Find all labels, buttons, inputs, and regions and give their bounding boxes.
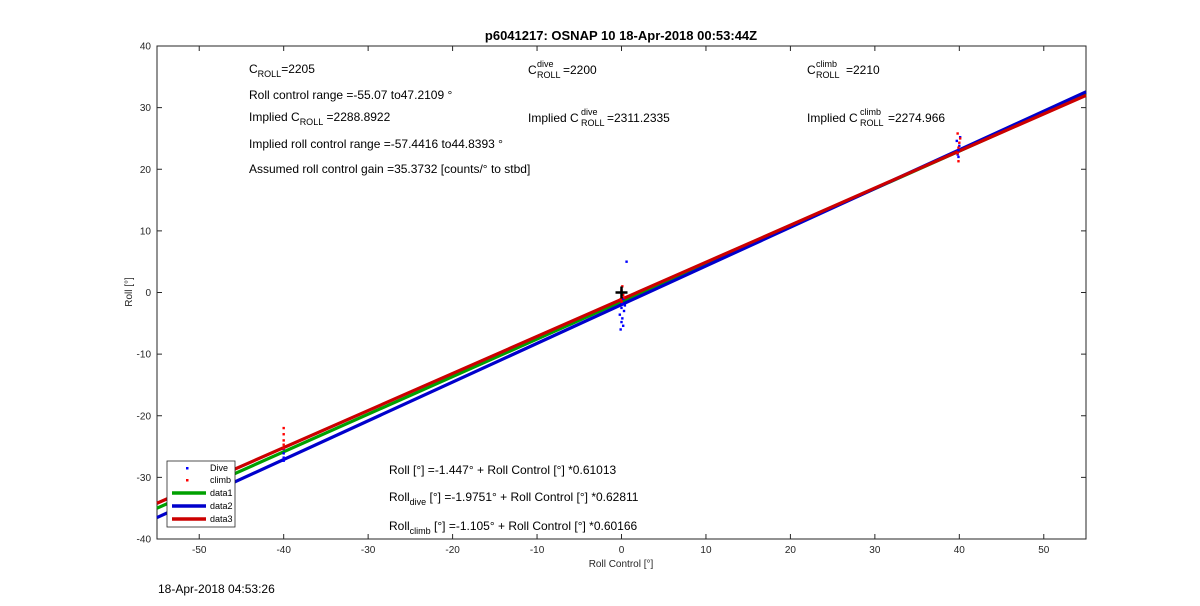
x-tick-label: 20 (785, 545, 797, 556)
y-tick-label: -30 (137, 473, 152, 484)
annotation-implied-c-roll-dive: Implied C dive ROLL =2311.2335 (528, 104, 670, 129)
point-dive (957, 148, 960, 152)
point-dive (958, 144, 961, 148)
point-climb (282, 439, 285, 442)
legend-label-data2: data2 (210, 501, 233, 511)
point-dive (282, 459, 285, 462)
x-axis-ticks: -50 -40 -30 -20 -10 0 10 20 30 40 50 (192, 46, 1050, 556)
point-climb (282, 426, 285, 430)
x-tick-label: -30 (361, 545, 376, 556)
x-tick-label: 30 (869, 545, 881, 556)
point-climb (621, 285, 624, 288)
point-climb (619, 298, 622, 301)
point-climb (957, 146, 960, 149)
y-axis-ticks: -40 -30 -20 -10 0 10 20 30 40 (137, 42, 1086, 546)
point-climb (282, 433, 285, 436)
point-dive (618, 313, 622, 316)
point-climb (282, 447, 285, 450)
point-dive (958, 136, 962, 139)
point-dive (620, 320, 623, 324)
y-tick-label: 30 (140, 103, 152, 114)
x-axis-label: Roll Control [°] (589, 559, 654, 570)
point-climb (621, 293, 625, 297)
annotation-gain: Assumed roll control gain =35.3732 [coun… (249, 162, 530, 176)
annotation-fit-dive: Rolldive [°] =-1.9751° + Roll Control [°… (389, 490, 639, 507)
point-dive (621, 297, 625, 300)
point-climb (620, 300, 623, 303)
x-tick-label: 0 (619, 545, 625, 556)
legend-marker-climb (186, 479, 189, 482)
x-tick-label: -50 (192, 545, 207, 556)
point-dive (282, 456, 285, 459)
annotation-c-roll-climb: C climb ROLL =2210 (807, 56, 880, 81)
footer-timestamp: 18-Apr-2018 04:53:26 (158, 582, 275, 596)
annotation-roll-range: Roll control range =-55.07 to47.2109 ° (249, 88, 452, 102)
center-marker (615, 286, 628, 299)
y-tick-label: 40 (140, 42, 152, 53)
point-dive (282, 452, 285, 455)
point-climb (956, 132, 959, 135)
y-tick-label: -40 (137, 535, 152, 546)
point-dive (955, 139, 958, 143)
legend-label-data1: data1 (210, 488, 233, 498)
annotation-implied-c-roll: Implied CROLL =2288.8922 (249, 110, 391, 127)
point-dive (625, 260, 628, 263)
point-climb (282, 443, 285, 446)
point-dive (620, 306, 623, 310)
legend: Dive climb data1 data2 data3 (166, 460, 236, 528)
point-dive (622, 309, 626, 313)
annotation-implied-range: Implied roll control range =-57.4416 to4… (249, 137, 503, 151)
point-dive (957, 155, 960, 159)
annotation-c-roll: CROLL=2205 (249, 62, 315, 79)
annotation-fit-climb: Rollclimb [°] =-1.105° + Roll Control [°… (389, 519, 638, 536)
point-climb (956, 152, 959, 155)
y-tick-label: -10 (137, 350, 152, 361)
y-tick-label: -20 (137, 411, 152, 422)
x-tick-label: 10 (700, 545, 712, 556)
x-tick-label: -20 (445, 545, 460, 556)
point-dive (623, 304, 627, 307)
annotation-implied-c-roll-climb: Implied C climb ROLL =2274.966 (807, 104, 945, 129)
point-climb (958, 141, 961, 144)
y-tick-label: 10 (140, 226, 152, 237)
point-dive (621, 302, 624, 305)
legend-label-data3: data3 (210, 514, 233, 524)
point-climb (957, 160, 960, 163)
point-dive (621, 324, 625, 327)
annotation-fit-all: Roll [°] =-1.447° + Roll Control [°] *0.… (389, 463, 617, 477)
point-dive (619, 328, 622, 331)
legend-label-dive: Dive (210, 463, 228, 473)
point-climb (958, 137, 962, 140)
chart-title: p6041217: OSNAP 10 18-Apr-2018 00:53:44Z (485, 28, 757, 43)
x-tick-label: -40 (276, 545, 291, 556)
annotation-c-roll-dive: C dive ROLL =2200 (528, 56, 597, 81)
x-tick-label: -10 (530, 545, 545, 556)
y-tick-label: 0 (145, 288, 151, 299)
x-tick-label: 40 (954, 545, 966, 556)
legend-marker-dive (186, 467, 189, 470)
legend-label-climb: climb (210, 475, 231, 485)
y-axis-label: Roll [°] (124, 277, 135, 307)
x-tick-label: 50 (1038, 545, 1050, 556)
y-tick-label: 20 (140, 165, 152, 176)
point-climb (622, 296, 626, 299)
point-dive (621, 317, 624, 320)
point-dive (956, 153, 959, 156)
